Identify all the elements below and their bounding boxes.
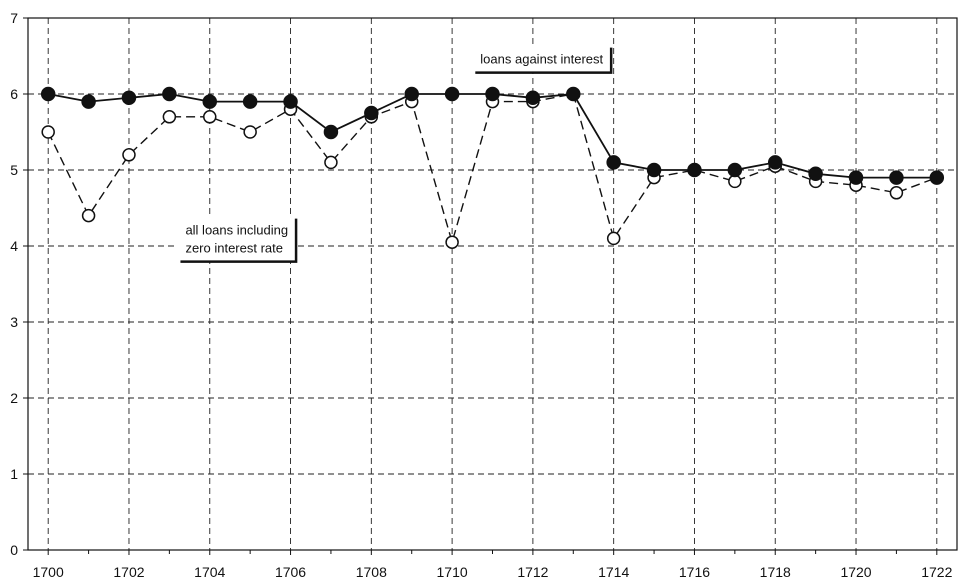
x-tick-label: 1720 [840, 564, 871, 580]
x-tick-label: 1702 [113, 564, 144, 580]
x-tick-label: 1712 [517, 564, 548, 580]
series-layer [40, 86, 945, 249]
point-open [445, 235, 459, 249]
point-open [243, 125, 257, 139]
y-tick-label: 2 [10, 390, 18, 406]
annotation-box [472, 44, 612, 73]
annotation-label: loans against interest [480, 52, 603, 67]
x-tick-label: 1710 [437, 564, 468, 580]
y-tick-label: 0 [10, 542, 18, 558]
x-tick-label: 1704 [194, 564, 225, 580]
annotation-label: zero interest rate [185, 241, 283, 256]
point-open [203, 110, 217, 124]
y-tick-label: 6 [10, 86, 18, 102]
point-open [889, 186, 904, 200]
point-filled [808, 166, 823, 182]
y-tick-label: 1 [10, 466, 18, 482]
y-tick-label: 4 [10, 238, 18, 254]
point-open [41, 125, 55, 139]
point-open [324, 155, 338, 170]
point-open [606, 231, 621, 246]
x-tick-label: 1700 [33, 564, 64, 580]
point-filled [687, 162, 702, 178]
x-tick-label: 1714 [598, 564, 629, 580]
y-tick-label: 5 [10, 162, 18, 178]
point-filled [81, 94, 96, 109]
annotation-label: all loans including [185, 223, 288, 238]
point-filled [323, 124, 339, 140]
x-tick-label: 1716 [679, 564, 710, 580]
point-filled [162, 86, 177, 102]
x-tick-label: 1722 [921, 564, 952, 580]
point-filled [929, 170, 945, 185]
point-filled [606, 155, 621, 170]
point-filled [404, 86, 419, 102]
point-filled [485, 86, 500, 102]
annotation-0: loans against interest [472, 44, 613, 74]
point-open [81, 208, 96, 223]
point-filled [202, 94, 218, 109]
annotation-shadow [475, 47, 613, 74]
point-filled [848, 170, 864, 185]
point-filled [364, 105, 379, 121]
point-filled [727, 162, 743, 178]
annotation-shadow [180, 218, 298, 263]
annotation-box [177, 215, 297, 262]
point-open [122, 148, 136, 162]
point-filled [646, 162, 662, 178]
point-filled [767, 155, 783, 170]
axes: 0 1 2 3 4 5 6 7 1700 1702 1704 1706 1708 1710 1712 1714… [10, 10, 958, 580]
point-filled [121, 90, 137, 106]
point-filled [444, 86, 460, 102]
annotations: loans against interest all loans includin… [177, 44, 613, 263]
point-filled [525, 90, 541, 106]
point-open [162, 110, 177, 124]
annotation-1: all loans including zero interest rate [177, 215, 298, 263]
x-tick-label: 1706 [275, 564, 306, 580]
point-filled [242, 94, 258, 109]
x-tick-label: 1718 [760, 564, 791, 580]
y-tick-label: 7 [10, 10, 18, 26]
y-tick-label: 3 [10, 314, 18, 330]
point-filled [40, 86, 56, 102]
point-filled [889, 170, 904, 185]
point-filled [566, 86, 581, 102]
point-filled [283, 94, 298, 109]
x-tick-label: 1708 [356, 564, 387, 580]
